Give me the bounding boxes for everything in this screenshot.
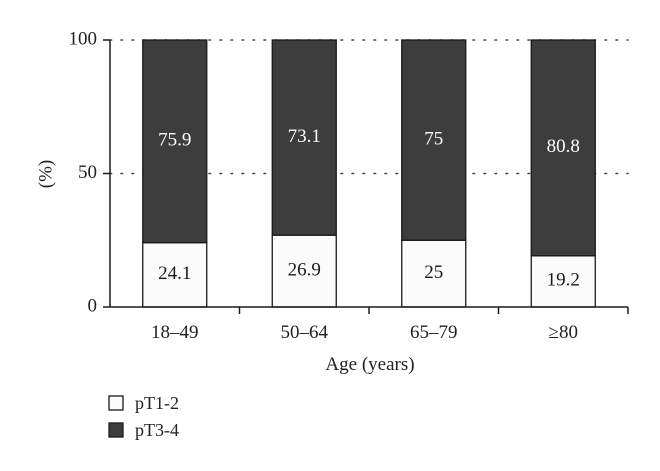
data-label-pt1-2-2: 25 [424, 262, 443, 283]
y-tick-label-50: 50 [78, 162, 97, 183]
x-tick-label-3: ≥80 [549, 322, 578, 343]
data-label-pt1-2-1: 26.9 [288, 259, 321, 280]
data-label-pt1-2-0: 24.1 [158, 263, 191, 284]
y-tick-label-100: 100 [69, 28, 98, 49]
x-ticks-group: 18–49 50–64 65–79 ≥80 [151, 307, 629, 343]
data-label-pt3-4-0: 75.9 [158, 130, 191, 151]
y-tick-label-0: 0 [88, 295, 98, 316]
legend-swatch-pt3-4 [108, 422, 124, 438]
bar-pt1-2-0 [142, 242, 208, 308]
y-axis-title: (%) [35, 160, 56, 188]
bar-pt3-4-2 [401, 39, 467, 241]
data-label-pt3-4-1: 73.1 [288, 126, 321, 147]
x-tick-label-2: 65–79 [410, 322, 458, 343]
bar-pt3-4-3 [530, 39, 596, 257]
x-tick-label-0: 18–49 [151, 322, 199, 343]
y-ticks-group: 0 50 100 [69, 28, 110, 316]
bars-group [142, 39, 596, 308]
x-tick-label-1: 50–64 [281, 322, 329, 343]
data-labels-group: 24.1 75.9 26.9 73.1 25 75 19.2 80.8 [158, 126, 580, 291]
legend-label-pt3-4: pT3-4 [135, 420, 179, 440]
x-axis-title: Age (years) [325, 354, 414, 375]
bar-pt3-4-0 [142, 39, 208, 244]
data-label-pt3-4-3: 80.8 [547, 136, 580, 157]
legend-swatch-pt1-2 [108, 395, 124, 411]
bar-pt3-4-1 [271, 39, 337, 236]
data-label-pt3-4-2: 75 [424, 128, 443, 149]
legend: pT1-2 pT3-4 [108, 393, 179, 440]
legend-label-pt1-2: pT1-2 [135, 393, 179, 413]
data-label-pt1-2-3: 19.2 [547, 270, 580, 291]
